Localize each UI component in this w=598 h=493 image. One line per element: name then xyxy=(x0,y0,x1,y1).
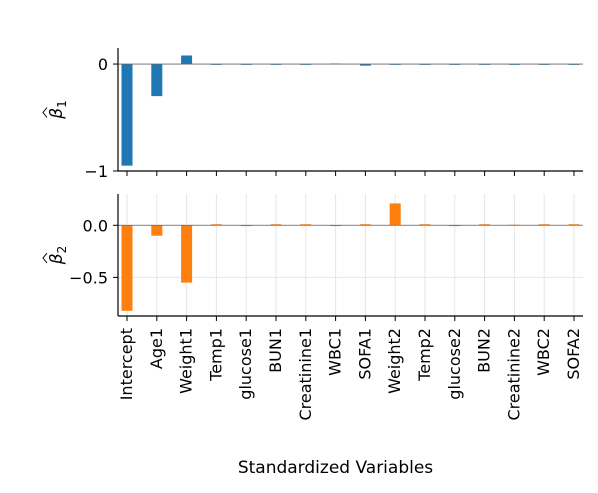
beta2-bar-temp1 xyxy=(210,224,222,226)
x-tick-label-creatinine1: Creatinine1 xyxy=(296,328,315,421)
beta2-y-tick-label: −0.5 xyxy=(69,268,108,287)
x-tick-label-bun2: BUN2 xyxy=(475,328,494,373)
beta1-ylabel-text: β1 xyxy=(47,100,69,120)
beta2-y-tick-label: 0.0 xyxy=(83,216,108,235)
beta2-bar-weight1 xyxy=(181,225,193,283)
beta2-bar-bun2 xyxy=(479,224,491,226)
x-tick-label-age1: Age1 xyxy=(147,328,166,369)
beta2-ylabel-hat xyxy=(42,252,48,264)
beta2-bar-creatinine1 xyxy=(300,224,312,226)
beta2-bar-bun1 xyxy=(270,224,282,226)
beta1-y-tick-label: −1 xyxy=(84,162,108,181)
x-tick-label-creatinine2: Creatinine2 xyxy=(504,328,523,421)
bars-layer xyxy=(121,55,580,311)
beta1-bar-weight1 xyxy=(181,55,193,65)
beta2-bar-wbc2 xyxy=(538,224,550,226)
x-tick-label-wbc1: WBC1 xyxy=(326,328,345,376)
beta1-bar-sofa1 xyxy=(359,64,371,66)
beta1-bar-age1 xyxy=(151,64,163,97)
axes-layer xyxy=(113,48,583,321)
beta1-ylabel-symbol: β xyxy=(47,108,67,120)
beta2-bar-glucose1 xyxy=(240,225,252,227)
x-tick-label-sofa1: SOFA1 xyxy=(355,328,374,380)
beta2-bar-sofa1 xyxy=(359,224,371,226)
beta1-ylabel: β1 xyxy=(42,100,69,120)
x-tick-label-weight2: Weight2 xyxy=(385,328,404,394)
beta1-ylabel-subscript: 1 xyxy=(55,100,69,108)
beta1-ylabel-hat xyxy=(42,107,48,118)
x-axis-label: Standardized Variables xyxy=(238,458,433,478)
x-tick-label-temp1: Temp1 xyxy=(206,328,225,382)
beta2-bar-wbc1 xyxy=(330,225,342,227)
beta2-bar-sofa2 xyxy=(568,224,580,226)
beta2-ylabel-symbol: β xyxy=(47,253,67,265)
beta1-y-tick-label: 0 xyxy=(98,55,108,74)
beta2-bar-weight2 xyxy=(389,203,401,226)
beta1-bar-intercept xyxy=(121,64,133,166)
x-tick-label-glucose1: glucose1 xyxy=(236,328,255,400)
x-tick-label-temp2: Temp2 xyxy=(415,328,434,382)
beta2-ylabel-subscript: 2 xyxy=(55,246,69,254)
beta2-bar-intercept xyxy=(121,225,133,311)
beta2-ylabel: β2 xyxy=(42,246,69,266)
x-tick-label-sofa2: SOFA2 xyxy=(564,328,583,380)
beta2-bar-glucose2 xyxy=(449,225,461,227)
x-tick-label-glucose2: glucose2 xyxy=(445,328,464,400)
beta2-bar-temp2 xyxy=(419,224,431,226)
x-tick-label-wbc2: WBC2 xyxy=(534,328,553,376)
x-tick-label-intercept: Intercept xyxy=(117,328,136,400)
beta2-bar-age1 xyxy=(151,225,163,236)
x-tick-label-bun1: BUN1 xyxy=(266,328,285,373)
x-tick-label-weight1: Weight1 xyxy=(177,328,196,394)
beta2-ylabel-text: β2 xyxy=(47,246,69,266)
